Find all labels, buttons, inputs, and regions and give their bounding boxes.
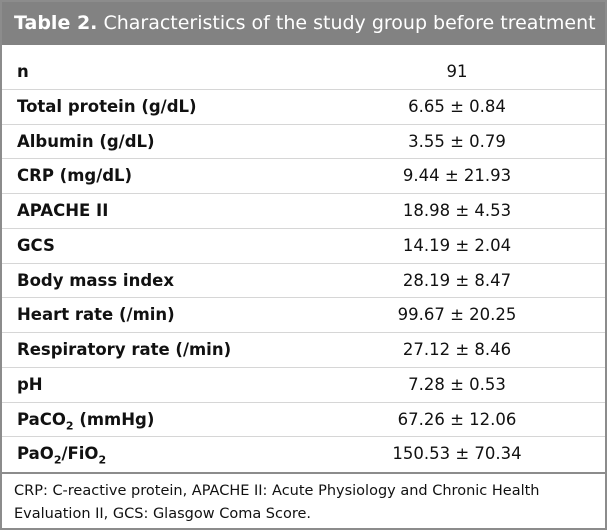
table-row: Body mass index 28.19 ± 8.47 [2,264,605,299]
table-label: Table 2. [14,12,98,34]
row-value: 27.12 ± 8.46 [402,340,512,359]
subscript: 2 [65,418,74,432]
table-row: Total protein (g/dL) 6.65 ± 0.84 [2,90,605,125]
table-body: n 91 Total protein (g/dL) 6.65 ± 0.84 Albumi… [2,45,605,472]
row-label: pH [17,374,43,394]
table-row: GCS 14.19 ± 2.04 [2,229,605,264]
row-label: Total protein (g/dL) [17,96,197,116]
table-row: PaCO2 (mmHg) 67.26 ± 12.06 [2,403,605,438]
row-label: GCS [17,235,55,255]
subscript: 2 [98,453,107,467]
table-row: n 91 [2,55,605,90]
row-value: 3.55 ± 0.79 [408,131,506,151]
row-value: 28.19 ± 8.47 [402,270,512,290]
row-value: 6.65 ± 0.84 [408,96,506,116]
row-value: 91 [446,62,468,81]
row-label: Respiratory rate (/min) [17,340,232,359]
label-part: PaCO [17,409,66,429]
table-row: CRP (mg/dL) 9.44 ± 21.93 [2,159,605,194]
subscript: 2 [53,453,62,467]
table-row: Heart rate (/min) 99.67 ± 20.25 [2,298,605,333]
table-row: APACHE II 18.98 ± 4.53 [2,194,605,229]
table-row: PaO2/FiO2 150.53 ± 70.34 [2,437,605,472]
row-label: CRP (mg/dL) [17,166,133,186]
row-label: PaCO2 (mmHg) [17,410,154,432]
row-value: 9.44 ± 21.93 [402,166,512,186]
label-part: /FiO [61,444,99,464]
label-part: (mmHg) [73,409,155,429]
table-header: Table 2. Characteristics of the study gr… [2,2,605,45]
row-value: 14.19 ± 2.04 [402,235,512,255]
table-row: pH 7.28 ± 0.53 [2,368,605,403]
row-label: Heart rate (/min) [17,305,175,325]
row-label: APACHE II [17,201,109,220]
row-value: 67.26 ± 12.06 [397,409,517,429]
row-label: n [17,62,29,81]
row-label: Albumin (g/dL) [17,131,155,151]
table-row: Respiratory rate (/min) 27.12 ± 8.46 [2,333,605,368]
row-label: PaO2/FiO2 [17,444,106,466]
row-value: 150.53 ± 70.34 [392,444,522,464]
row-value: 99.67 ± 20.25 [397,305,517,325]
row-value: 18.98 ± 4.53 [402,201,512,220]
footnote: CRP: C-reactive protein, APACHE II: Acut… [2,472,605,528]
table-title: Characteristics of the study group befor… [103,12,596,34]
label-part: PaO [17,444,54,464]
table-row: Albumin (g/dL) 3.55 ± 0.79 [2,125,605,160]
row-label: Body mass index [17,270,174,290]
row-value: 7.28 ± 0.53 [408,374,506,394]
